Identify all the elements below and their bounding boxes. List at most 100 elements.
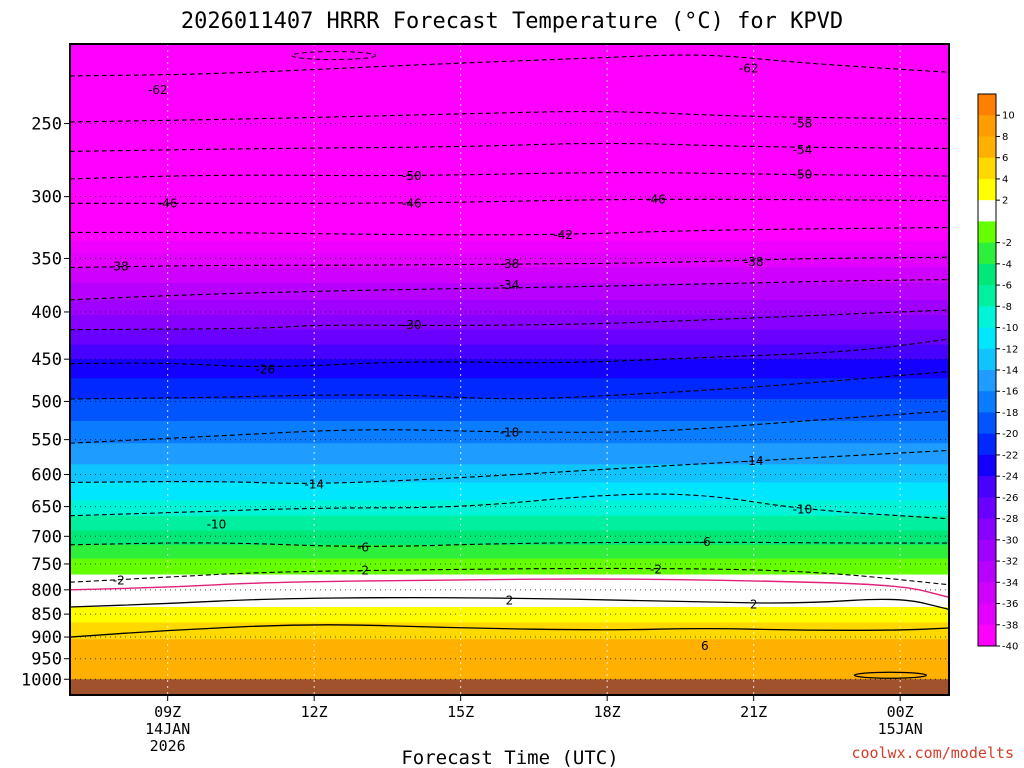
colorbar-swatch xyxy=(978,370,996,392)
isotherm--58 xyxy=(70,111,949,123)
contour-label: -10 xyxy=(207,518,227,532)
fill-band xyxy=(70,443,949,465)
y-tick-label: 1000 xyxy=(21,670,62,690)
contour-label: -6 xyxy=(357,541,369,555)
colorbar-label: -14 xyxy=(1002,366,1018,377)
contour-label: -46 xyxy=(646,192,666,206)
fill-band xyxy=(70,359,949,379)
y-tick-label: 600 xyxy=(31,466,62,486)
contour-label: -30 xyxy=(402,318,422,332)
colorbar-label: -4 xyxy=(1002,259,1012,270)
fill-band xyxy=(70,252,949,269)
contour-label: -46 xyxy=(402,196,422,210)
colorbar-label: -12 xyxy=(1002,344,1018,355)
colorbar-label: -18 xyxy=(1002,408,1018,419)
y-tick-label: 800 xyxy=(31,581,62,601)
fill-band xyxy=(70,44,949,242)
fill-band xyxy=(70,314,949,331)
fill-band xyxy=(70,530,949,546)
contour-label: -18 xyxy=(500,425,520,439)
isotherm--62 xyxy=(70,54,949,77)
fill-band xyxy=(70,515,949,532)
x-tick-label: 21Z xyxy=(740,703,767,721)
colorbar-swatch xyxy=(978,285,996,307)
colorbar-label: -20 xyxy=(1002,429,1018,440)
y-tick-label: 250 xyxy=(31,115,62,135)
colorbar-label: -38 xyxy=(1002,620,1018,631)
colorbar-legend: 10 8 6 4 2 -2 -4 -6 -8 -10 -12 -14 -16 -18 -20 -22 -24 -2… xyxy=(977,93,1018,653)
isotherm--38 xyxy=(70,256,949,269)
isotherm-0 xyxy=(70,578,949,598)
colorbar-swatch xyxy=(978,412,996,435)
colorbar-label: -2 xyxy=(1002,238,1012,249)
y-tick-label: 300 xyxy=(31,188,62,208)
colorbar-swatch xyxy=(978,476,996,498)
fill-band xyxy=(70,267,949,284)
colorbar-label: -6 xyxy=(1002,281,1012,292)
isotherm-2 xyxy=(70,596,949,611)
x-tick-label: 15JAN xyxy=(878,720,923,738)
colorbar-label: 6 xyxy=(1002,153,1008,164)
contour-label: -50 xyxy=(402,169,422,183)
isotherm--14 xyxy=(70,449,949,484)
fill-band xyxy=(70,500,949,517)
isotherm--2 xyxy=(70,567,949,586)
colorbar-swatch xyxy=(978,242,996,265)
colorbar-label: -26 xyxy=(1002,493,1018,504)
colorbar-swatch xyxy=(978,454,996,477)
grid xyxy=(70,44,949,695)
isotherm--22 xyxy=(70,370,949,400)
colorbar-label: 8 xyxy=(1002,132,1008,143)
contour-label: -50 xyxy=(793,168,813,182)
fill-band xyxy=(70,544,949,560)
colorbar-swatch xyxy=(978,539,996,562)
colorbar-label: -16 xyxy=(1002,387,1018,398)
fill-band xyxy=(70,679,949,695)
closed-contour xyxy=(291,51,377,61)
contour-label: -46 xyxy=(158,196,178,210)
colorbar-swatch xyxy=(978,391,996,413)
fill-band xyxy=(70,329,949,346)
colorbar-label: -40 xyxy=(1002,642,1018,653)
fill-band xyxy=(70,282,949,301)
contour-label: -6 xyxy=(699,535,711,549)
y-tick-label: 400 xyxy=(31,303,62,323)
colorbar-swatch xyxy=(978,115,996,137)
colorbar-swatch xyxy=(978,582,996,604)
contour-label: -38 xyxy=(109,259,129,273)
colorbar-label: 10 xyxy=(1002,111,1015,122)
colorbar-swatch xyxy=(978,348,996,371)
y-tick-label: 900 xyxy=(31,628,62,648)
colorbar-label: -36 xyxy=(1002,599,1018,610)
contour-label: -14 xyxy=(304,477,324,491)
fill-band xyxy=(70,240,949,254)
x-tick-label: 15Z xyxy=(447,703,474,721)
closed-contour xyxy=(853,671,928,679)
colorbar-label: -30 xyxy=(1002,535,1018,546)
colorbar-swatch xyxy=(978,327,996,350)
fill-band xyxy=(70,378,949,400)
y-tick-label: 700 xyxy=(31,527,62,547)
y-tick-label: 650 xyxy=(31,498,62,518)
colorbar-swatch xyxy=(978,561,996,583)
contour-labels: -62-62-58-54-50 -50-46 -46 -46-42-38 -38 -38-… xyxy=(109,62,812,653)
contour-label: -2 xyxy=(113,574,125,588)
isotherm-6 xyxy=(70,624,949,638)
colorbar-swatch xyxy=(978,221,996,244)
credit-text[interactable]: coolwx.com/modelts xyxy=(851,744,1014,762)
isotherm--26 xyxy=(70,338,949,368)
y-tick-label: 850 xyxy=(31,605,62,625)
contour-label: 2 xyxy=(750,598,758,612)
colorbar-label: -28 xyxy=(1002,514,1018,525)
y-tick-label: 500 xyxy=(31,392,62,412)
isotherm--54 xyxy=(70,142,949,152)
y-tick-label: 950 xyxy=(31,650,62,670)
colorbar-swatch xyxy=(978,263,996,286)
fill-band xyxy=(70,344,949,360)
colorbar-swatch xyxy=(978,178,996,201)
x-tick-label: 14JAN xyxy=(145,720,190,738)
chart-title: 2026011407 HRRR Forecast Temperature (°C… xyxy=(181,9,843,34)
contour-label: -2 xyxy=(650,562,662,576)
colorbar-label: -10 xyxy=(1002,323,1018,334)
